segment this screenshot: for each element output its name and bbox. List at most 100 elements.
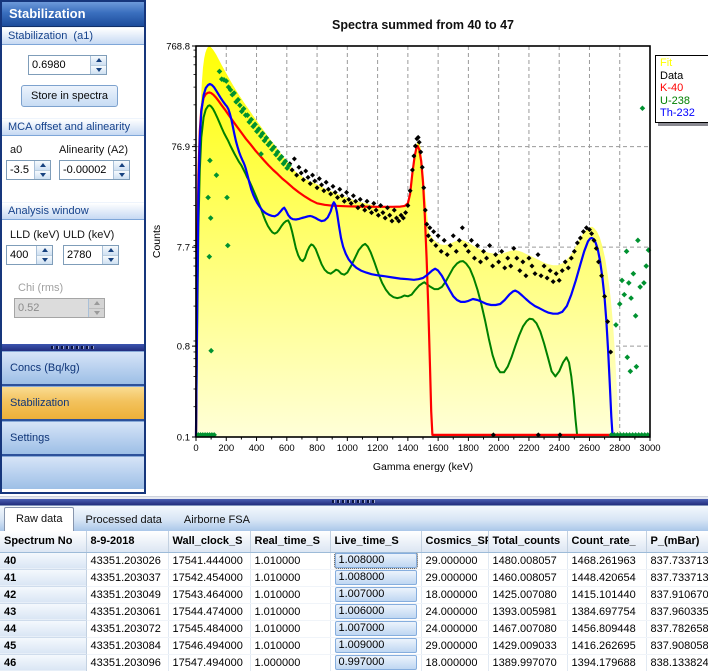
store-in-spectra-button[interactable]: Store in spectra — [21, 85, 119, 107]
column-header[interactable]: Wall_clock_S — [168, 531, 251, 553]
data-point — [641, 280, 647, 286]
sidebar-nav-button-settings[interactable]: Settings — [2, 421, 144, 456]
spectrum-chart[interactable]: 0 200 400 600 800 1000 1200 1400 1600 1800 2000 220… — [146, 0, 708, 496]
data-point — [602, 293, 608, 299]
row-header-cell[interactable]: 43 — [0, 603, 87, 621]
a0-spinner[interactable]: -3.5 — [6, 160, 51, 180]
live-time-cell-button[interactable]: 1.008000 — [333, 552, 418, 568]
data-point — [465, 248, 471, 254]
column-header[interactable]: 8-9-2018 — [86, 531, 169, 553]
data-point — [591, 237, 597, 243]
sidebar-splitter[interactable] — [2, 344, 144, 351]
live-time-cell-button[interactable]: 1.008000 — [334, 570, 417, 585]
data-point — [468, 237, 474, 243]
table-row[interactable]: 46 43351.203096 17547.494000 1.000000 0.9970… — [0, 654, 708, 671]
lld-value[interactable]: 400 — [10, 249, 29, 261]
data-point — [208, 347, 214, 354]
series-k-40 — [194, 91, 650, 438]
live-time-cell-button[interactable]: 1.007000 — [334, 587, 417, 602]
data-point — [431, 229, 437, 235]
row-header-cell[interactable]: 40 — [0, 552, 87, 570]
spin-up-button[interactable] — [35, 161, 50, 171]
data-point — [271, 144, 277, 150]
spinner-buttons — [102, 246, 118, 264]
spin-up-button[interactable] — [37, 246, 52, 256]
spin-down-button[interactable] — [37, 255, 52, 264]
table-row[interactable]: 41 43351.203037 17542.454000 1.010000 1.0080… — [0, 569, 708, 587]
live-time-cell-button[interactable]: 1.009000 — [334, 638, 417, 653]
spin-down-button[interactable] — [114, 170, 129, 179]
sidebar-nav-button-concs-bq-kg[interactable]: Concs (Bq/kg) — [2, 351, 144, 386]
data-point — [425, 233, 431, 239]
column-header[interactable]: Spectrum No — [0, 531, 87, 553]
column-header[interactable]: Cosmics_SPC — [421, 531, 489, 553]
row-header-cell[interactable]: 42 — [0, 586, 87, 604]
raw-data-table: Spectrum No 8-9-2018 Wall_clock_S Real_time… — [0, 531, 708, 671]
data-point — [216, 68, 223, 75]
data-point — [586, 227, 592, 233]
data-point — [339, 193, 345, 199]
data-point — [471, 255, 477, 261]
data-point — [544, 275, 550, 281]
sidebar-nav-button-empty[interactable] — [2, 456, 144, 489]
row-header-cell[interactable]: 45 — [0, 637, 87, 655]
cell: 43351.203026 — [86, 552, 169, 570]
table-row[interactable]: 45 43351.203084 17546.494000 1.010000 1.0090… — [0, 637, 708, 655]
spin-up-button[interactable] — [91, 56, 106, 66]
group-header-mca: MCA offset and alinearity — [2, 118, 144, 136]
row-header-cell[interactable]: 46 — [0, 654, 87, 671]
live-time-cell-button[interactable]: 0.997000 — [334, 655, 417, 670]
spin-down-button[interactable] — [35, 170, 50, 179]
a0-value[interactable]: -3.5 — [10, 164, 29, 176]
data-point — [447, 243, 453, 249]
column-header[interactable]: Real_time_S — [250, 531, 331, 553]
arrow-down-icon — [41, 257, 48, 262]
group-header-stabilization: Stabilization (a1) — [2, 27, 144, 45]
data-point — [325, 186, 331, 192]
row-header-cell[interactable]: 44 — [0, 620, 87, 638]
table-row[interactable]: 42 43351.203049 17543.464000 1.010000 1.0070… — [0, 586, 708, 604]
x-axis-label: Gamma energy (keV) — [373, 461, 473, 473]
spin-up-button[interactable] — [114, 161, 129, 171]
table-row[interactable]: 43 43351.203061 17544.474000 1.010000 1.0060… — [0, 603, 708, 621]
data-point — [444, 252, 450, 258]
uld-value[interactable]: 2780 — [67, 249, 92, 261]
row-header-cell[interactable]: 41 — [0, 569, 87, 587]
svg-text:800: 800 — [309, 443, 325, 454]
column-header[interactable]: Live_time_S — [330, 531, 422, 553]
stabilization-value-spinner[interactable]: 0.6980 — [28, 55, 107, 75]
cell: 43351.203084 — [86, 637, 169, 655]
tab-raw-data[interactable]: Raw data — [4, 507, 75, 531]
data-point — [323, 179, 329, 185]
uld-spinner[interactable]: 2780 — [63, 245, 119, 265]
data-point — [348, 200, 354, 206]
spin-up-button[interactable] — [103, 246, 118, 256]
table-row[interactable]: 40 43351.203026 17541.444000 1.010000 1.0080… — [0, 552, 708, 570]
data-point — [344, 189, 350, 195]
cell: 1.010000 — [250, 586, 331, 604]
spin-down-button[interactable] — [103, 255, 118, 264]
stabilization-value[interactable]: 0.6980 — [32, 59, 66, 71]
table-row[interactable]: 44 43351.203072 17545.484000 1.010000 1.0070… — [0, 620, 708, 638]
data-point — [300, 177, 306, 183]
tab-processed-data[interactable]: Processed data — [85, 514, 162, 526]
data-point — [496, 259, 502, 265]
column-header[interactable]: Total_counts — [488, 531, 568, 553]
alinearity-value[interactable]: -0.00002 — [63, 164, 107, 176]
spin-down-button[interactable] — [91, 65, 106, 74]
column-header[interactable]: Count_rate_ — [567, 531, 647, 553]
sidebar-nav-button-stabilization[interactable]: Stabilization — [2, 386, 144, 421]
spinner-buttons — [34, 161, 50, 179]
data-point — [450, 233, 456, 239]
stabilization-section: 0.6980 Store in spectra — [2, 45, 144, 118]
live-time-cell-button[interactable]: 1.007000 — [334, 621, 417, 636]
cell: 1480.008057 — [488, 552, 568, 570]
cell: 1429.009033 — [488, 637, 568, 655]
tab-airborne-fsa[interactable]: Airborne FSA — [183, 514, 250, 526]
alinearity-spinner[interactable]: -0.00002 — [59, 160, 130, 180]
data-point — [409, 167, 415, 173]
live-time-cell-button[interactable]: 1.006000 — [334, 604, 417, 619]
column-header[interactable]: P_(mBar) — [646, 531, 708, 553]
horizontal-splitter[interactable] — [0, 499, 708, 505]
lld-spinner[interactable]: 400 — [6, 245, 53, 265]
